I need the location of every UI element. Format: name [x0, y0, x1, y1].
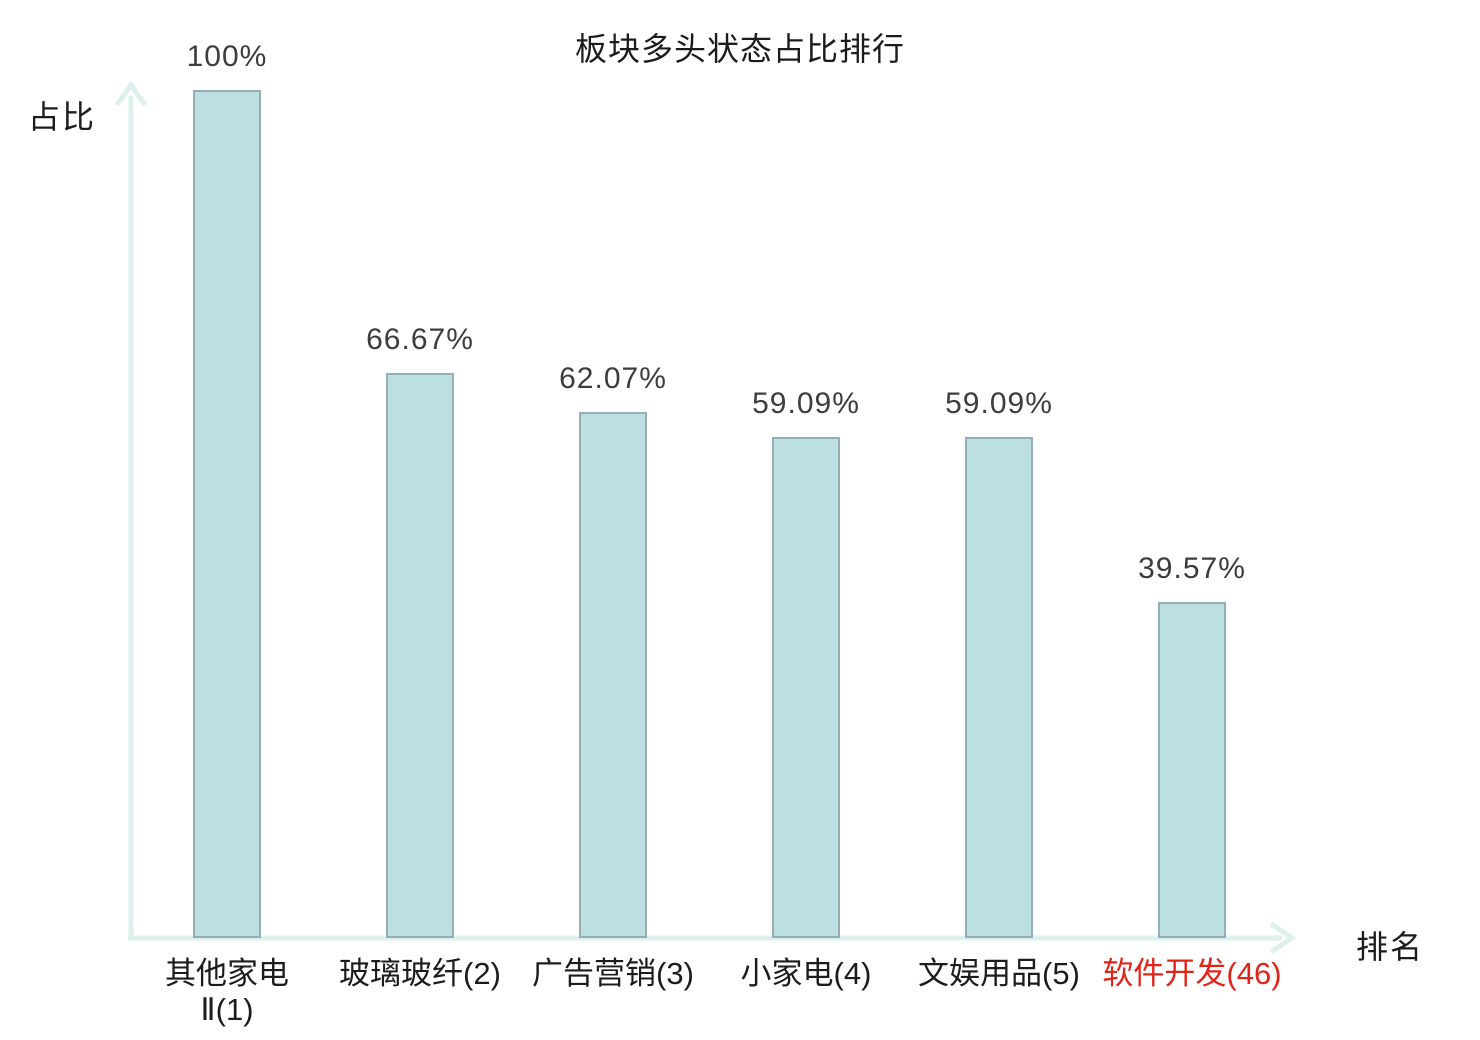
bar-category-label: 软件开发(46): [1102, 956, 1282, 991]
bar-category-label: 玻璃玻纤(2): [339, 956, 501, 991]
bar: [193, 90, 261, 938]
bar: [579, 412, 647, 938]
bar-category-label: 其他家电 Ⅱ(1): [165, 956, 289, 1027]
x-axis-arrow-icon: [1269, 921, 1297, 955]
bar-value-label: 59.09%: [945, 387, 1053, 420]
y-axis-label: 占比: [28, 99, 97, 135]
bar-category-label: 小家电(4): [740, 956, 872, 991]
bar-value-label: 62.07%: [559, 362, 667, 395]
bar: [386, 373, 454, 938]
x-axis-label: 排名: [1356, 929, 1425, 965]
bar: [965, 437, 1033, 938]
y-axis-arrow-icon: [114, 80, 148, 107]
bar: [1158, 602, 1226, 938]
bar-value-label: 59.09%: [752, 387, 860, 420]
bar-value-label: 39.57%: [1138, 552, 1246, 585]
bar-value-label: 100%: [186, 40, 268, 73]
bar-category-label: 文娱用品(5): [918, 956, 1080, 991]
bar-value-label: 66.67%: [366, 323, 474, 356]
chart-title: 板块多头状态占比排行: [574, 31, 905, 67]
bar-category-label: 广告营销(3): [532, 956, 694, 991]
bar: [772, 437, 840, 938]
